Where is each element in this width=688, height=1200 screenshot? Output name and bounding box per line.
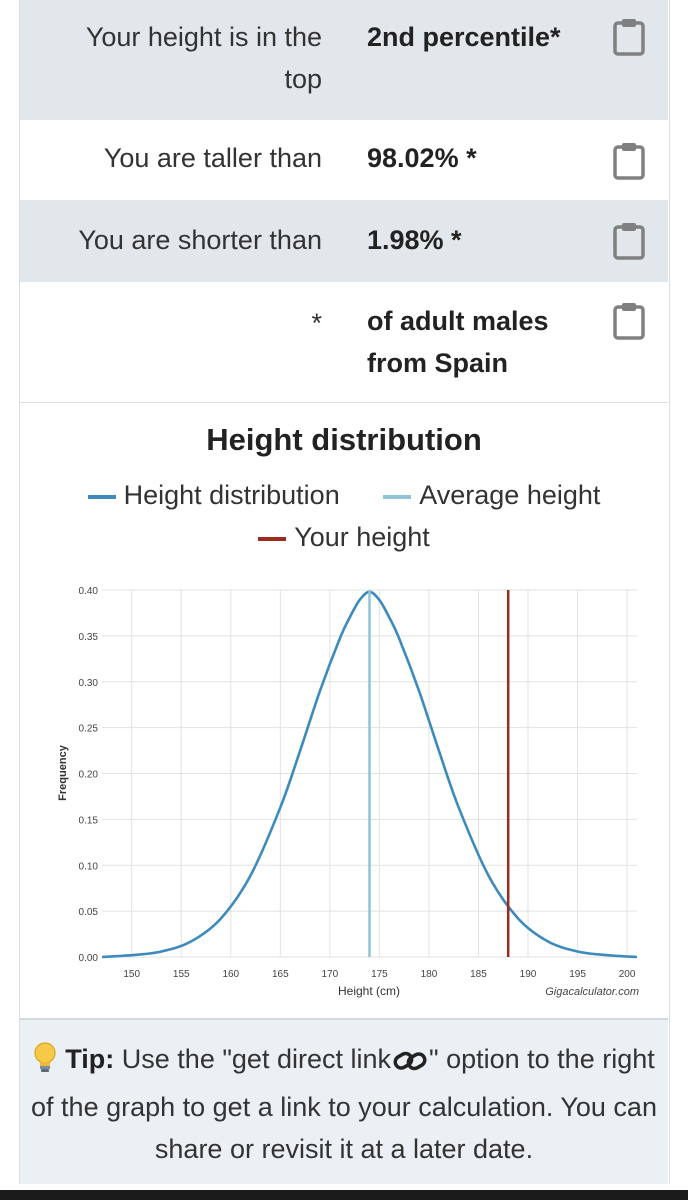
result-value: 2nd percentile* [367, 22, 561, 52]
x-tick-label: 155 [173, 969, 190, 980]
clipboard-icon[interactable] [613, 18, 645, 56]
result-value: of adult males from Spain [367, 306, 549, 378]
x-tick-label: 150 [123, 969, 140, 980]
x-tick-label: 185 [470, 969, 487, 980]
result-label: Your height is in the top [85, 22, 322, 94]
result-label: You are shorter than [78, 225, 322, 255]
x-tick-label: 200 [619, 969, 636, 980]
result-value: 98.02% * [367, 143, 477, 173]
y-tick-label: 0.00 [79, 953, 99, 964]
tip-text-end: " option to the right of the graph to ge… [31, 1044, 657, 1164]
clipboard-icon[interactable] [613, 142, 645, 180]
result-value: 1.98% * [367, 225, 462, 255]
y-tick-label: 0.25 [79, 724, 99, 735]
result-row-shorter: You are shorter than 1.98% * [20, 200, 668, 282]
y-tick-label: 0.10 [79, 861, 99, 872]
result-row-population: * of adult males from Spain [20, 282, 668, 403]
result-row-percentile: Your height is in the top 2nd percentile… [20, 0, 668, 120]
link-icon [393, 1042, 427, 1084]
x-tick-label: 175 [371, 969, 388, 980]
x-tick-label: 170 [322, 969, 339, 980]
clipboard-icon[interactable] [613, 222, 645, 260]
lightbulb-icon [33, 1042, 57, 1086]
calculator-panel [19, 0, 670, 1184]
legend-item-average[interactable]: Average height [383, 480, 600, 511]
legend-item-your-height[interactable]: Your height [258, 522, 430, 553]
x-tick-label: 190 [520, 969, 537, 980]
chart-credit[interactable]: Gigacalculator.com [545, 986, 639, 998]
tip-prefix: Tip: [65, 1044, 115, 1074]
legend-swatch [258, 536, 287, 541]
tip-text-start: Use the "get direct link [121, 1044, 391, 1074]
legend-item-distribution[interactable]: Height distribution [87, 480, 340, 511]
legend-swatch [383, 494, 412, 499]
result-row-taller: You are taller than 98.02% * [20, 120, 668, 200]
x-tick-label: 195 [569, 969, 586, 980]
y-axis-label: Frequency [57, 744, 69, 801]
clipboard-icon[interactable] [613, 302, 645, 340]
chart-legend-row-2: Your height [0, 522, 688, 553]
y-tick-label: 0.35 [79, 632, 99, 643]
y-tick-label: 0.05 [79, 907, 99, 918]
legend-swatch [87, 494, 116, 499]
y-tick-label: 0.15 [79, 815, 99, 826]
footnote-marker: * [311, 308, 322, 338]
legend-label: Average height [419, 480, 601, 510]
legend-label: Your height [294, 522, 430, 552]
x-tick-label: 160 [222, 969, 239, 980]
height-distribution-chart: 0.00 0.05 0.10 0.15 0.20 0.25 0.30 0.35 0.40 150… [57, 586, 639, 998]
bottom-bar [0, 1190, 688, 1200]
result-label: You are taller than [103, 143, 322, 173]
x-tick-label: 180 [421, 969, 438, 980]
y-tick-label: 0.40 [79, 586, 99, 597]
x-axis-label: Height (cm) [338, 984, 400, 998]
chart-legend: Height distribution Average height [0, 480, 688, 511]
legend-label: Height distribution [123, 480, 340, 510]
y-tick-label: 0.30 [79, 678, 99, 689]
x-tick-label: 165 [272, 969, 289, 980]
tip-box: Tip: Use the "get direct link " option t… [20, 1018, 668, 1184]
y-tick-label: 0.20 [79, 770, 99, 781]
chart-title: Height distribution [206, 422, 482, 457]
